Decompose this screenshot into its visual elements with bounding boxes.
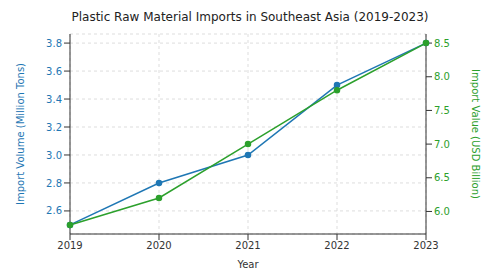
svg-text:Import Volume (Million Tons): Import Volume (Million Tons) (15, 63, 26, 205)
svg-text:Import Value (USD Billion): Import Value (USD Billion) (470, 69, 481, 199)
svg-text:7.0: 7.0 (434, 139, 450, 150)
svg-text:3.8: 3.8 (46, 38, 62, 49)
svg-text:2.6: 2.6 (46, 205, 62, 216)
svg-text:2.8: 2.8 (46, 178, 62, 189)
svg-text:2022: 2022 (324, 240, 349, 251)
svg-text:8.5: 8.5 (434, 38, 450, 49)
svg-text:2020: 2020 (146, 240, 171, 251)
svg-text:3.4: 3.4 (46, 94, 62, 105)
svg-text:3.6: 3.6 (46, 66, 62, 77)
svg-text:2019: 2019 (57, 240, 82, 251)
svg-text:6.5: 6.5 (434, 172, 450, 183)
svg-text:2021: 2021 (235, 240, 260, 251)
svg-text:6.0: 6.0 (434, 206, 450, 217)
svg-text:Year: Year (236, 259, 259, 270)
svg-text:8.0: 8.0 (434, 71, 450, 82)
svg-text:3.0: 3.0 (46, 150, 62, 161)
svg-text:3.2: 3.2 (46, 122, 62, 133)
svg-text:7.5: 7.5 (434, 105, 450, 116)
html-text:Plastic Raw Material Imports i: Plastic Raw Material Imports in Southeas… (71, 10, 429, 24)
svg-text:2023: 2023 (413, 240, 438, 251)
